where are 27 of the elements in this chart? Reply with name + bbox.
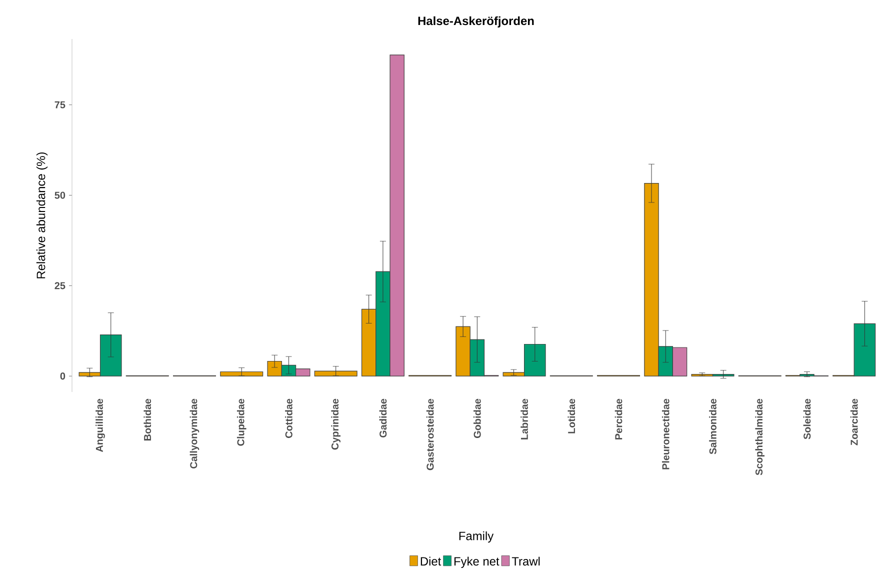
- x-tick-label: Callyonymidae: [190, 398, 200, 468]
- x-tick-label: Percidae: [614, 398, 622, 440]
- x-tick-label: Scophthalmidae: [755, 398, 765, 476]
- chart-title: Halse-Askeröfjorden: [418, 16, 534, 28]
- x-tick-label: Clupeidae: [236, 398, 246, 446]
- x-tick-label: Pleuronectidae: [662, 398, 670, 470]
- x-tick-label: Labridae: [520, 398, 528, 440]
- x-tick-label: Lotidae: [568, 398, 576, 434]
- x-tick-label: Salmonidae: [709, 398, 716, 454]
- x-tick-label: Anguillidae: [96, 398, 105, 452]
- x-tick-label: Cottidae: [285, 398, 292, 438]
- x-tick-label: Cyprinidae: [331, 398, 340, 450]
- x-tick-label: Soleidae: [803, 398, 811, 440]
- x-tick-label: Zoarcidae: [850, 398, 858, 446]
- y-tick-label: 0: [60, 372, 66, 380]
- legend-label: Diet: [420, 556, 442, 566]
- legend-label: Fyke net: [454, 556, 500, 568]
- x-axis-title: Family: [459, 531, 494, 543]
- y-tick-label: 75: [54, 101, 66, 108]
- y-tick-label: 25: [54, 282, 66, 290]
- legend-label: Trawl: [512, 556, 540, 566]
- y-axis-title: Relative abundance (%): [36, 152, 48, 278]
- x-tick-label: Bothidae: [144, 398, 152, 440]
- x-tick-label: Gasterosteidae: [426, 398, 434, 470]
- y-tick-label: 50: [54, 192, 66, 199]
- x-tick-label: Gadidae: [379, 398, 387, 438]
- x-tick-label: Gobidae: [474, 398, 481, 438]
